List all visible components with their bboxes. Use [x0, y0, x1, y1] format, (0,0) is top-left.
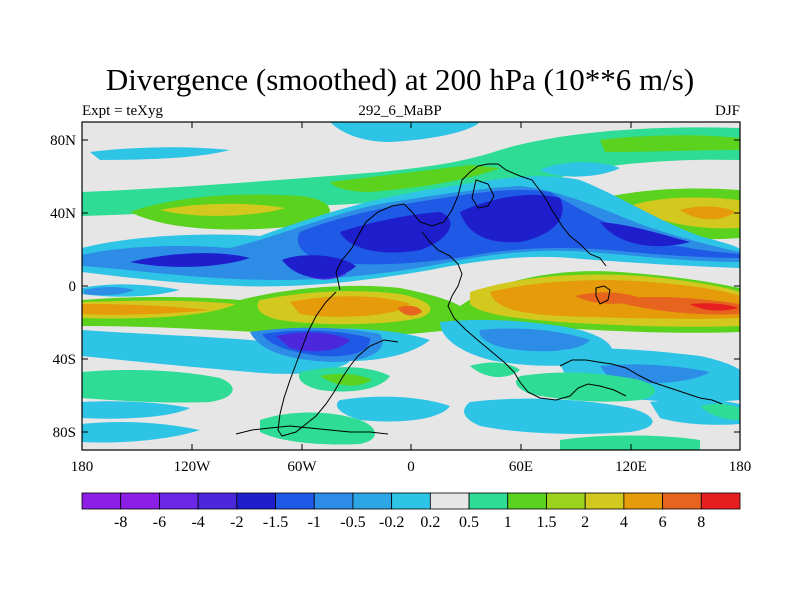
lat-tick-label: 40S: [53, 352, 76, 368]
lon-tick-label: 120W: [174, 459, 212, 475]
colorbar: -8 -6 -4 -2 -1.5 -1 -0.5 -0.2 0.2 0.5 1 1.5 2 4 6 8: [81, 492, 741, 531]
colorbar-label: 1: [504, 514, 512, 531]
run-label: 292_6_MaBP: [358, 103, 442, 119]
lon-tick-label: 0: [407, 459, 415, 475]
colorbar-label: -6: [153, 514, 166, 531]
colorbar-label: -2: [230, 514, 243, 531]
colorbar-label: -1.5: [263, 514, 288, 531]
lat-tick-label: 80N: [50, 133, 76, 149]
colorbar-swatch: [120, 492, 160, 510]
lon-tick-label: 180: [71, 459, 94, 475]
coastlines: [235, 163, 723, 437]
colorbar-swatch: [197, 492, 238, 510]
colorbar-label: 1.5: [536, 514, 556, 531]
colorbar-swatch: [623, 492, 663, 510]
colorbar-label: -4: [191, 514, 204, 531]
colorbar-swatch: [159, 492, 199, 510]
colorbar-swatch: [275, 492, 315, 510]
lon-tick-label: 180: [729, 459, 752, 475]
colorbar-swatch: [546, 492, 586, 510]
lon-tick-label: 120E: [615, 459, 647, 475]
colorbar-swatch: [236, 492, 276, 510]
colorbar-label: -1: [308, 514, 321, 531]
lon-tick-label: 60E: [509, 459, 533, 475]
lat-tick-label: 40N: [50, 206, 76, 222]
colorbar-swatch: [584, 492, 625, 510]
colorbar-swatch: [352, 492, 393, 510]
colorbar-label: 0.5: [459, 514, 479, 531]
longitude-axis: 180 120W 60W 0 60E 120E 180: [71, 122, 752, 475]
lat-tick-label: 80S: [53, 425, 76, 441]
colorbar-label: 0.2: [420, 514, 440, 531]
colorbar-swatch: [662, 492, 702, 510]
contour-field: [82, 122, 740, 450]
colorbar-label: -8: [114, 514, 127, 531]
lon-tick-label: 60W: [287, 459, 317, 475]
plot-title: Divergence (smoothed) at 200 hPa (10**6 …: [105, 62, 695, 97]
colorbar-label: 4: [620, 514, 628, 531]
colorbar-swatch: [81, 492, 122, 510]
season-label: DJF: [714, 103, 740, 119]
colorbar-swatch: [429, 492, 470, 510]
colorbar-swatch: [391, 492, 431, 510]
colorbar-swatch: [507, 492, 547, 510]
colorbar-label: -0.2: [379, 514, 404, 531]
latitude-axis: 80N 40N 0 40S 80S: [50, 133, 740, 441]
colorbar-swatch: [468, 492, 509, 510]
colorbar-label: 2: [581, 514, 589, 531]
lat-tick-label: 0: [69, 279, 77, 295]
experiment-label: Expt = teXyg: [82, 103, 163, 119]
colorbar-label: 6: [659, 514, 667, 531]
colorbar-label: -0.5: [340, 514, 365, 531]
colorbar-swatch: [313, 492, 354, 510]
colorbar-label: 8: [697, 514, 705, 531]
colorbar-swatch: [700, 492, 741, 510]
